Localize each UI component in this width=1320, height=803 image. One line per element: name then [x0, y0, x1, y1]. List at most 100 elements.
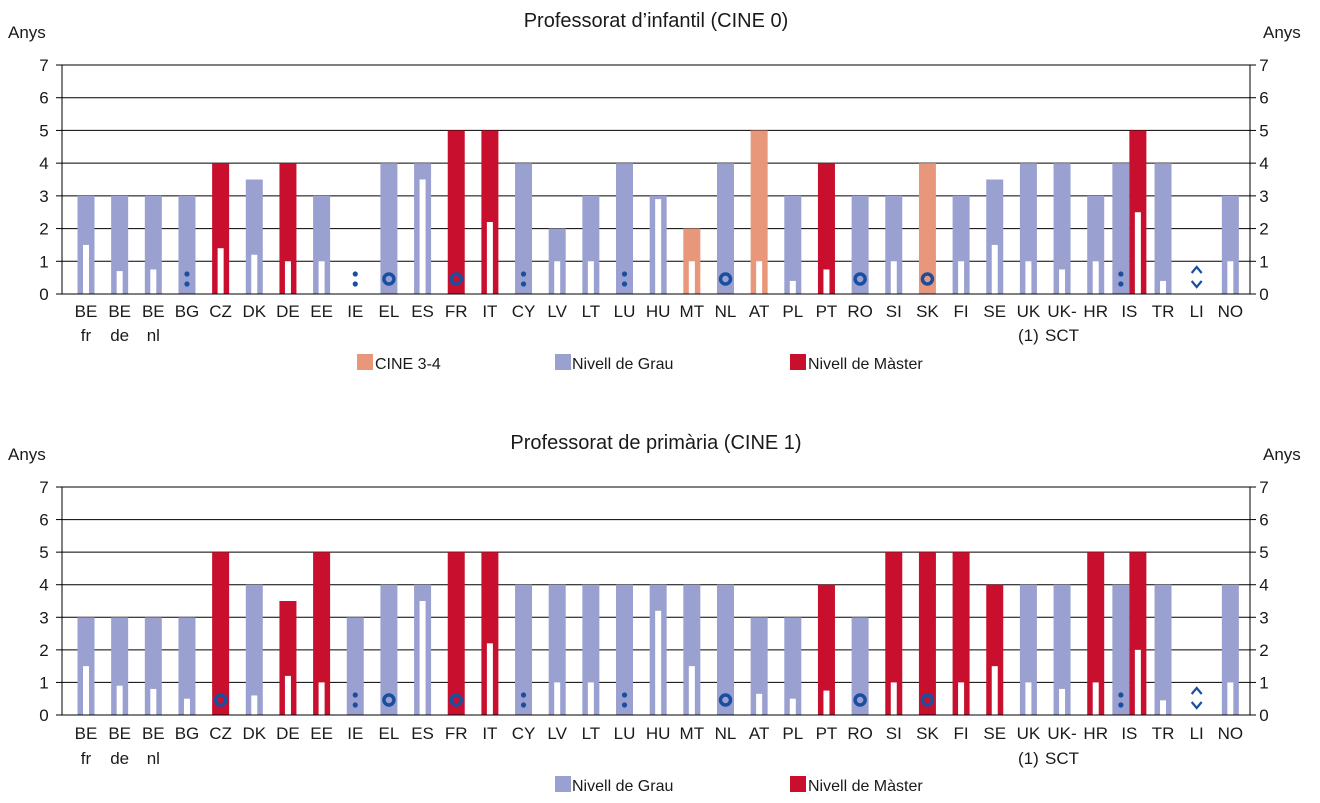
x-tick-label: PL: [782, 302, 803, 321]
x-tick-label: FI: [954, 302, 969, 321]
practical-training-bar: [890, 261, 897, 294]
symbol-not-available-dot: [352, 281, 358, 287]
chart-title: Professorat d’infantil (CINE 0): [524, 10, 789, 32]
y-tick-label-right: 2: [1259, 641, 1268, 660]
x-tick-label: RO: [847, 724, 873, 743]
legend-swatch: [555, 354, 571, 370]
x-tick-label: NL: [715, 302, 737, 321]
x-tick-label: BE: [142, 302, 165, 321]
symbol-not-applicable: [920, 272, 935, 286]
bar: [1053, 163, 1071, 294]
symbol-not-available-dot: [1118, 281, 1124, 287]
symbol-not-available-dot: [520, 702, 527, 708]
x-tick-label: CY: [512, 724, 536, 743]
y-tick-label-left: 2: [39, 220, 48, 239]
symbol-not-available-dot: [1118, 702, 1124, 708]
chart-panel-2: Professorat de primària (CINE 1) Anys Anys…: [8, 432, 1301, 795]
x-tick-label: ES: [411, 302, 434, 321]
symbol-caret-down: [1190, 280, 1203, 289]
x-tick-label: SE: [983, 302, 1006, 321]
y-axis-unit-right: Anys: [1263, 445, 1301, 464]
practical-training-bar: [116, 685, 123, 715]
chart-panel-1: Professorat d’infantil (CINE 0) Anys Anys 0…: [8, 10, 1301, 373]
bar: [481, 130, 499, 294]
x-tick-label: CY: [512, 302, 536, 321]
symbol-not-available-dot: [621, 271, 628, 277]
x-tick-label: NO: [1218, 724, 1244, 743]
x-tick-label: LI: [1190, 302, 1204, 321]
bar: [178, 617, 196, 715]
x-tick-label: LT: [582, 724, 601, 743]
y-tick-label-left: 5: [39, 543, 48, 562]
x-tick-label-line2: (1): [1018, 326, 1039, 345]
y-tick-label-left: 3: [39, 608, 48, 627]
x-tick-label: EE: [310, 302, 333, 321]
practical-training-bar: [1227, 682, 1234, 715]
bar: [885, 195, 903, 294]
y-tick-label-left: 7: [39, 478, 48, 497]
practical-training-bar: [1134, 212, 1141, 294]
y-tick-label-right: 3: [1259, 608, 1268, 627]
y-tick-label-left: 4: [39, 154, 48, 173]
x-tick-label: LV: [547, 724, 567, 743]
bar: [582, 195, 600, 294]
x-tick-label: BE: [108, 302, 131, 321]
symbol-not-available-dot: [520, 692, 527, 698]
symbol-not-available-dot: [352, 271, 358, 277]
x-tick-label: NO: [1218, 302, 1244, 321]
x-tick-label: NL: [715, 724, 737, 743]
x-tick-label: BG: [175, 724, 200, 743]
practical-training-bar: [486, 222, 493, 294]
x-tick-label: LT: [582, 302, 601, 321]
legend-swatch: [555, 776, 571, 792]
legend-label: Nivell de Grau: [572, 778, 673, 795]
practical-training-bar: [991, 244, 998, 294]
practical-training-bar: [554, 261, 561, 294]
bar: [952, 195, 970, 294]
practical-training-bar: [1134, 649, 1141, 715]
x-tick-label: DK: [242, 724, 266, 743]
x-tick-label: UK-: [1047, 302, 1076, 321]
practical-training-bar: [1092, 261, 1099, 294]
legend-label: Nivell de Màster: [808, 356, 923, 373]
bar: [986, 179, 1004, 294]
practical-training-bar: [1025, 261, 1032, 294]
practical-training-bar: [991, 666, 998, 715]
x-tick-label: BE: [75, 302, 98, 321]
bar: [1053, 584, 1071, 715]
bar: [851, 617, 869, 715]
practical-training-bar: [655, 199, 662, 294]
bar: [279, 163, 297, 294]
practical-training-bar: [688, 261, 695, 294]
bar: [817, 163, 835, 294]
symbol-not-applicable: [382, 693, 396, 707]
x-tick-label-line2: SCT: [1045, 749, 1079, 768]
practical-training-bar: [251, 695, 258, 715]
symbol-not-applicable: [449, 693, 463, 707]
practical-training-bar: [217, 248, 224, 294]
bar: [582, 584, 600, 715]
x-tick-label: LI: [1190, 724, 1204, 743]
x-tick-label: SK: [916, 302, 939, 321]
bar: [986, 584, 1004, 715]
bar: [716, 163, 734, 294]
practical-training-bar: [419, 601, 426, 715]
bar: [380, 163, 398, 294]
symbol-not-available-dot: [621, 692, 628, 698]
bar: [683, 584, 701, 715]
practical-training-bar: [419, 179, 426, 294]
bar: [1154, 163, 1172, 294]
x-tick-label: BE: [142, 724, 165, 743]
bar: [548, 584, 566, 715]
symbol-caret-up: [1190, 686, 1203, 695]
legend-swatch: [790, 776, 806, 792]
x-tick-label: TR: [1152, 302, 1175, 321]
bar: [346, 617, 364, 715]
bar: [447, 130, 465, 294]
y-tick-label-left: 1: [39, 252, 48, 271]
y-tick-label-right: 5: [1259, 121, 1268, 140]
bar: [144, 617, 162, 715]
bar: [212, 163, 230, 294]
practical-training-bar: [587, 682, 594, 715]
y-tick-label-right: 0: [1259, 706, 1268, 725]
